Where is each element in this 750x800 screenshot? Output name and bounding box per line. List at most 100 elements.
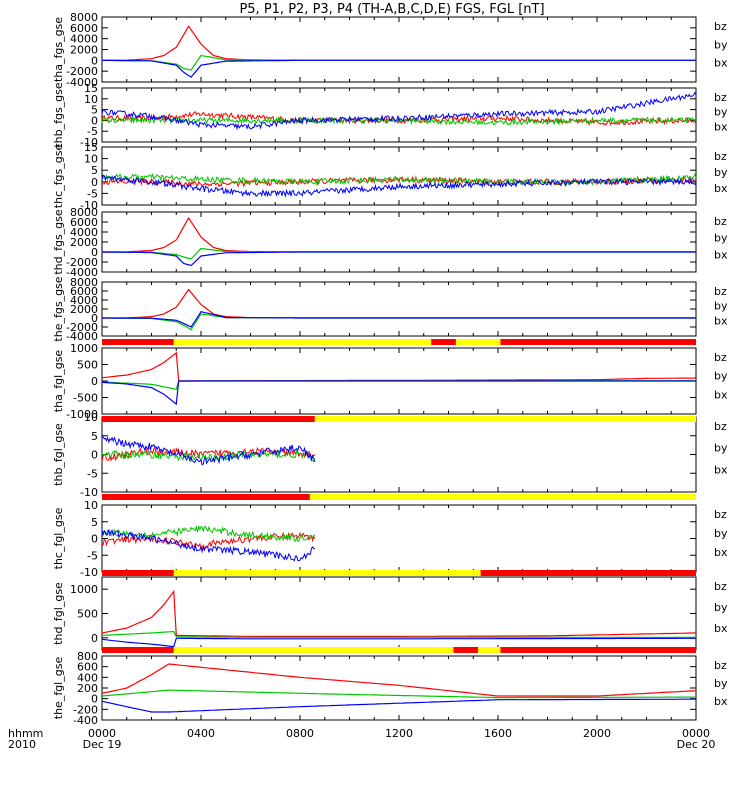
y-tick-label: 6000 [70,285,98,298]
time-axis-start-date: Dec 19 [83,738,122,751]
flag-segment-yellow [173,570,481,576]
y-tick-label: -2000 [66,65,98,78]
legend-by: by [714,677,728,690]
series-by-line [101,689,696,699]
y-tick-label: -10 [80,486,98,499]
series-bx-line [102,311,696,328]
y-tick-label: 0 [91,693,98,706]
y-tick-label: 600 [77,661,98,674]
flag-segment-red [453,647,479,653]
y-tick-label: 0 [91,375,98,388]
legend-by: by [714,106,728,119]
legend-by: by [714,370,728,383]
y-tick-label: 10 [84,93,98,106]
legend-bx: bx [714,622,728,635]
y-tick-label: -10 [80,136,98,149]
series-bz-line [101,351,697,382]
legend-bz: bz [714,420,727,433]
panel-frame [101,87,697,143]
legend-by: by [714,232,728,245]
y-tick-label: -2000 [66,321,98,334]
legend-bx: bx [714,314,728,327]
flag-segment-red [102,416,315,422]
series-bx-line [101,529,315,562]
series-by-line [101,525,315,543]
y-tick-label: 1000 [70,583,98,596]
legend-by: by [714,166,728,179]
time-tick-label: 0800 [286,727,314,740]
y-tick-label: 10 [84,153,98,166]
flag-segment-red [500,339,696,345]
legend-by: by [714,300,728,313]
flag-segment-red [480,570,696,576]
flag-segment-yellow [478,647,501,653]
series-bx-line [101,59,696,78]
panel-frame [101,655,697,721]
y-tick-label: -5 [87,549,98,562]
flag-segment-red [102,494,310,500]
chart-title: P5, P1, P2, P3, P4 (TH-A,B,C,D,E) FGS, F… [239,2,544,17]
series-bz-line [101,663,697,697]
time-axis-end-date: Dec 20 [677,738,716,751]
y-axis-label: tha_fgl_gse [52,350,65,413]
flag-segment-red [500,647,696,653]
y-tick-label: -5 [87,467,98,480]
y-tick-label: -10 [80,566,98,579]
legend-by: by [714,442,728,455]
y-tick-label: 0 [91,246,98,259]
panel-frame [101,16,697,83]
y-tick-label: 5 [91,164,98,177]
series-by-line [101,630,696,638]
y-tick-label: 8000 [70,276,98,289]
flag-segment-yellow [455,339,501,345]
series-bz-line [102,25,696,61]
y-tick-label: 500 [77,608,98,621]
series-by-line [101,449,316,463]
y-tick-label: 2000 [70,236,98,249]
y-tick-label: -200 [73,703,98,716]
legend-bx: bx [714,120,728,133]
y-tick-label: -4000 [66,266,98,279]
y-axis-label: thc_fgs_gse [52,144,65,209]
y-tick-label: 15 [84,82,98,95]
flag-segment-yellow [309,494,696,500]
time-tick-label: 0400 [187,727,215,740]
series-bx-line [101,380,696,406]
series-by-line [101,116,697,126]
flag-segment-red [102,647,174,653]
y-tick-label: -2000 [66,256,98,269]
legend-by: by [714,601,728,614]
time-tick-label: 0000 [682,727,710,740]
panel-thc_fgl_gse: -10 -5 0 5 10 thc_fgl_gse bz by bx [52,494,728,579]
y-tick-label: 800 [77,650,98,663]
series-bx-line [102,251,696,267]
y-axis-label: thd_fgs_gse [52,209,65,275]
time-tick-label: 1200 [385,727,413,740]
series-bx-line [101,174,697,198]
legend-by: by [714,527,728,540]
panel-frame [101,281,697,337]
y-tick-label: 8000 [70,11,98,24]
legend-bz: bz [714,351,727,364]
y-tick-label: 5 [91,430,98,443]
y-tick-label: -10 [80,199,98,212]
y-tick-label: 400 [77,671,98,684]
legend-bz: bz [714,659,727,672]
y-tick-label: -4000 [66,76,98,89]
legend-bz: bz [714,285,727,298]
y-tick-label: 0 [91,449,98,462]
y-tick-label: -1000 [66,408,98,421]
legend-bz: bz [714,215,727,228]
series-bx-line [101,435,316,466]
legend-bx: bx [714,182,728,195]
y-tick-label: 0 [91,176,98,189]
flag-segment-red [102,339,174,345]
y-tick-label: 10 [84,499,98,512]
y-tick-label: -5 [87,187,98,200]
legend-bx: bx [714,388,728,401]
y-tick-label: 4000 [70,294,98,307]
legend-bz: bz [714,91,727,104]
